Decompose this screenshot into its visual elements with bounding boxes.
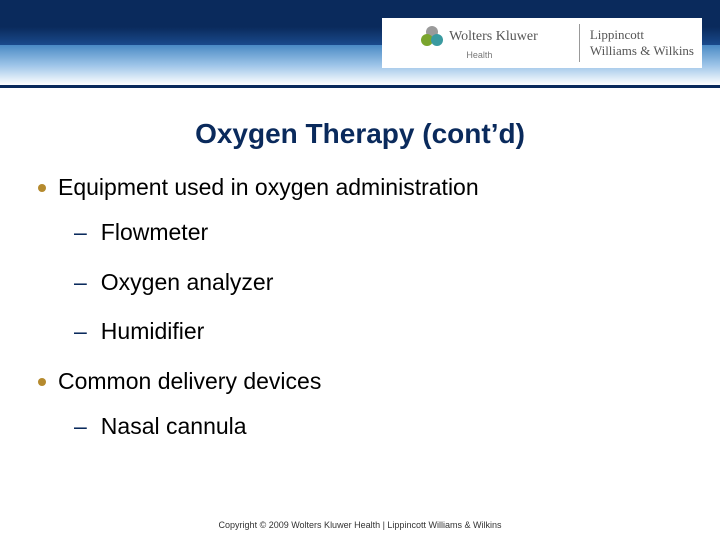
bullet-text: Oxygen analyzer (101, 269, 274, 296)
brand-right-line2: Williams & Wilkins (590, 43, 694, 59)
brand-right: Lippincott Williams & Wilkins (590, 27, 694, 58)
wolters-kluwer-logo-icon (421, 26, 443, 48)
bullet-dot-icon (38, 378, 46, 386)
header-bottom-line (0, 85, 720, 88)
bullet-text: Equipment used in oxygen administration (58, 174, 479, 201)
bullet-level2: – Oxygen analyzer (74, 269, 682, 297)
bullet-dot-icon (38, 184, 46, 192)
bullet-level2: – Flowmeter (74, 219, 682, 247)
bullet-dash-icon: – (74, 413, 87, 441)
content-area: Equipment used in oxygen administration … (0, 150, 720, 440)
bullet-text: Flowmeter (101, 219, 208, 246)
bullet-dash-icon: – (74, 219, 87, 247)
copyright-footer: Copyright © 2009 Wolters Kluwer Health |… (0, 520, 720, 530)
brand-right-line1: Lippincott (590, 27, 694, 43)
slide-title: Oxygen Therapy (cont’d) (0, 118, 720, 150)
bullet-level1: Common delivery devices (38, 368, 682, 395)
brand-divider (579, 24, 580, 62)
bullet-text: Common delivery devices (58, 368, 321, 395)
bullet-level2: – Nasal cannula (74, 413, 682, 441)
brand-left-text: Wolters Kluwer (449, 29, 538, 45)
brand-box: Wolters Kluwer Health Lippincott William… (382, 18, 702, 68)
bullet-dash-icon: – (74, 269, 87, 297)
brand-left-sub: Health (466, 50, 492, 60)
bullet-level1: Equipment used in oxygen administration (38, 174, 682, 201)
bullet-text: Nasal cannula (101, 413, 247, 440)
bullet-text: Humidifier (101, 318, 205, 345)
bullet-dash-icon: – (74, 318, 87, 346)
brand-left: Wolters Kluwer Health (390, 26, 569, 60)
header-banner: Wolters Kluwer Health Lippincott William… (0, 0, 720, 88)
bullet-level2: – Humidifier (74, 318, 682, 346)
